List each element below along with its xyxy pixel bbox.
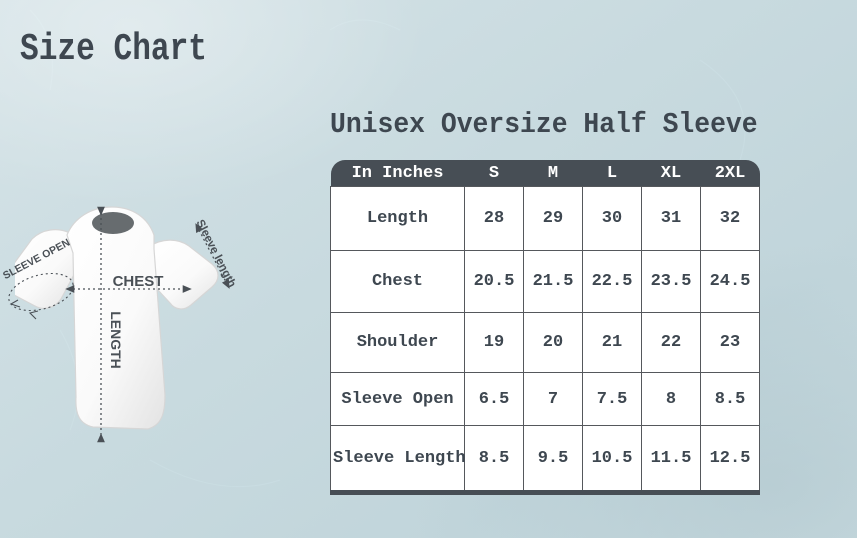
svg-text:CHEST: CHEST: [113, 273, 164, 290]
svg-text:Sleeve length: Sleeve length: [193, 218, 237, 290]
svg-text:LENGTH: LENGTH: [108, 311, 124, 369]
